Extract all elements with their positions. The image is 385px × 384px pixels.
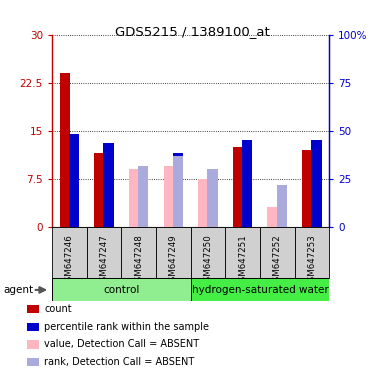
Text: GSM647253: GSM647253 — [307, 234, 316, 287]
Text: GSM647247: GSM647247 — [99, 234, 109, 287]
Bar — [233, 147, 243, 227]
Bar — [52, 227, 87, 278]
Bar — [103, 143, 114, 227]
Bar — [156, 227, 191, 278]
Text: count: count — [44, 304, 72, 314]
Bar — [172, 156, 183, 227]
Text: agent: agent — [4, 285, 34, 295]
Bar — [94, 153, 105, 227]
Bar — [260, 227, 295, 278]
Bar — [138, 166, 148, 227]
Bar — [276, 185, 287, 227]
Bar — [164, 166, 174, 227]
Bar — [87, 227, 121, 278]
Text: GSM647246: GSM647246 — [65, 234, 74, 287]
Text: GDS5215 / 1389100_at: GDS5215 / 1389100_at — [115, 25, 270, 38]
Bar — [268, 207, 278, 227]
Bar — [60, 73, 70, 227]
Bar — [198, 179, 209, 227]
Text: percentile rank within the sample: percentile rank within the sample — [44, 322, 209, 332]
Bar — [129, 169, 139, 227]
Bar — [121, 227, 156, 278]
Text: rank, Detection Call = ABSENT: rank, Detection Call = ABSENT — [44, 357, 194, 367]
Bar — [69, 134, 79, 227]
Bar — [172, 153, 183, 227]
Text: GSM647249: GSM647249 — [169, 234, 178, 287]
Bar — [52, 278, 191, 301]
Text: GSM647250: GSM647250 — [203, 234, 213, 287]
Bar — [191, 278, 329, 301]
Text: GSM647252: GSM647252 — [273, 234, 282, 287]
Text: GSM647251: GSM647251 — [238, 234, 247, 287]
Text: control: control — [103, 285, 139, 295]
Bar — [164, 166, 174, 227]
Bar — [191, 227, 225, 278]
Bar — [207, 169, 218, 227]
Text: value, Detection Call = ABSENT: value, Detection Call = ABSENT — [44, 339, 199, 349]
Bar — [242, 140, 252, 227]
Bar — [225, 227, 260, 278]
Text: hydrogen-saturated water: hydrogen-saturated water — [191, 285, 328, 295]
Text: GSM647248: GSM647248 — [134, 234, 143, 287]
Bar — [295, 227, 329, 278]
Bar — [302, 150, 313, 227]
Bar — [311, 140, 321, 227]
